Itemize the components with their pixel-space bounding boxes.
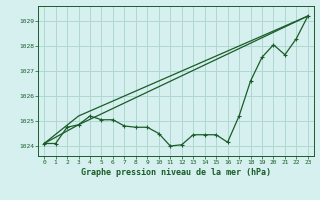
X-axis label: Graphe pression niveau de la mer (hPa): Graphe pression niveau de la mer (hPa) bbox=[81, 168, 271, 177]
